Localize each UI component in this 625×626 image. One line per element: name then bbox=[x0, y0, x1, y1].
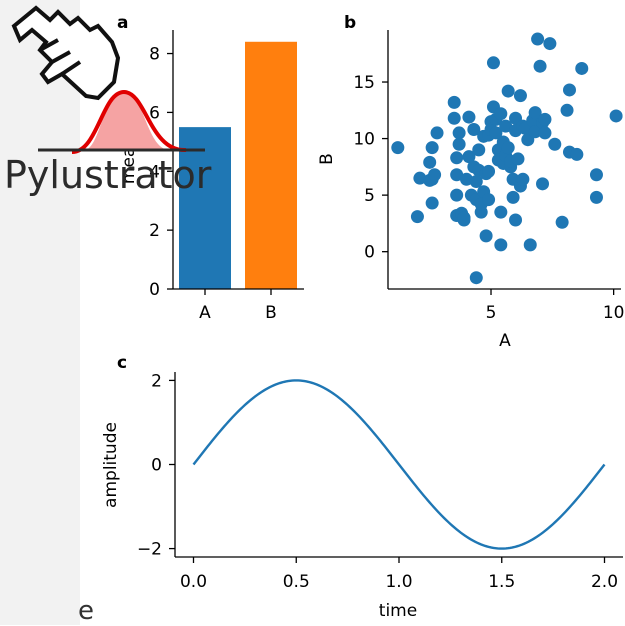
scatter-point[interactable] bbox=[469, 175, 483, 189]
logo-wordmark: Pylustrator bbox=[4, 153, 212, 197]
panel-c-letter: c bbox=[117, 353, 127, 373]
scatter-point[interactable] bbox=[430, 126, 444, 140]
panel-a-ytick-label: 4 bbox=[149, 162, 160, 182]
scatter-point[interactable] bbox=[523, 238, 537, 252]
panel-b-y-axis-label: B bbox=[317, 153, 337, 165]
logo-gaussian-curve bbox=[71, 89, 187, 154]
scatter-point[interactable] bbox=[450, 168, 464, 182]
scatter-point[interactable] bbox=[560, 103, 574, 117]
scatter-point[interactable] bbox=[410, 210, 424, 224]
scatter-point[interactable] bbox=[482, 164, 496, 178]
scatter-point[interactable] bbox=[528, 125, 542, 139]
bar-A[interactable] bbox=[179, 127, 231, 289]
scatter-point[interactable] bbox=[413, 171, 427, 185]
logo-gaussian-fill bbox=[84, 92, 170, 150]
scatter-point[interactable] bbox=[501, 141, 515, 155]
sidebar-panel bbox=[0, 0, 80, 625]
panel-b[interactable]: b 0 5 10 15 5 10 A B bbox=[317, 13, 624, 351]
panel-c-xtick-label: 1.0 bbox=[385, 572, 412, 592]
panel-b-ytick-label: 15 bbox=[353, 73, 375, 93]
panel-a-ytick-label: 0 bbox=[149, 280, 160, 300]
panel-c-ytick-label: 0 bbox=[151, 456, 162, 476]
scatter-point[interactable] bbox=[391, 141, 405, 155]
scatter-point[interactable] bbox=[562, 83, 576, 97]
scatter-point[interactable] bbox=[425, 196, 439, 210]
scatter-point[interactable] bbox=[533, 59, 547, 73]
scatter-point[interactable] bbox=[452, 126, 466, 140]
scatter-point[interactable] bbox=[536, 177, 550, 191]
scatter-point[interactable] bbox=[528, 106, 542, 120]
scatter-point[interactable] bbox=[489, 126, 503, 140]
panel-a-ytick-label: 8 bbox=[149, 45, 160, 65]
scatter-point[interactable] bbox=[450, 151, 464, 165]
scatter-point[interactable] bbox=[543, 37, 557, 51]
panel-b-ytick-label: 5 bbox=[364, 186, 375, 206]
scatter-point[interactable] bbox=[538, 112, 552, 126]
scatter-point[interactable] bbox=[538, 126, 552, 140]
panel-c-xtick-label: 1.5 bbox=[488, 572, 515, 592]
scatter-point[interactable] bbox=[479, 229, 493, 243]
scatter-point[interactable] bbox=[513, 89, 527, 103]
panel-a-xtick-label: A bbox=[199, 303, 211, 323]
scatter-point[interactable] bbox=[447, 111, 461, 125]
scatter-point[interactable] bbox=[494, 107, 508, 121]
scatter-point[interactable] bbox=[589, 190, 603, 204]
scatter-point[interactable] bbox=[469, 271, 483, 285]
panel-c-ytick-label: 2 bbox=[151, 371, 162, 391]
panel-c[interactable]: c −2 0 2 0.0 0.5 1.0 1.5 2.0 time amplitude bbox=[101, 353, 623, 621]
panel-c-xtick-label: 0.0 bbox=[180, 572, 207, 592]
panel-b-x-axis-label: A bbox=[499, 331, 511, 351]
scatter-point[interactable] bbox=[555, 215, 569, 229]
scatter-point[interactable] bbox=[462, 110, 476, 124]
scatter-point[interactable] bbox=[506, 190, 520, 204]
scatter-point[interactable] bbox=[494, 238, 508, 252]
scatter-point[interactable] bbox=[609, 109, 623, 123]
panel-c-xtick-label: 0.5 bbox=[283, 572, 310, 592]
hand-pointer-icon bbox=[11, 5, 121, 101]
scatter-point[interactable] bbox=[501, 84, 515, 98]
pylustrator-logo: Pylustrator bbox=[4, 5, 212, 197]
scatter-point[interactable] bbox=[482, 193, 496, 207]
scatter-point[interactable] bbox=[423, 155, 437, 169]
panel-b-letter: b bbox=[344, 13, 356, 33]
scatter-point[interactable] bbox=[570, 147, 584, 161]
scatter-point[interactable] bbox=[511, 152, 525, 166]
panel-b-ytick-label: 0 bbox=[364, 243, 375, 263]
scatter-point[interactable] bbox=[467, 123, 481, 137]
scatter-point[interactable] bbox=[499, 119, 513, 133]
scatter-point[interactable] bbox=[459, 172, 473, 186]
scatter-point[interactable] bbox=[494, 205, 508, 219]
scatter-point[interactable] bbox=[589, 168, 603, 182]
scatter-point[interactable] bbox=[452, 137, 466, 151]
panel-a-ytick-label: 6 bbox=[149, 103, 160, 123]
panel-a-xtick-label: B bbox=[265, 303, 277, 323]
scatter-point[interactable] bbox=[509, 213, 523, 227]
scatter-point[interactable] bbox=[548, 137, 562, 151]
bar-B[interactable] bbox=[245, 41, 297, 289]
panel-b-xtick-label: 5 bbox=[486, 303, 497, 323]
scatter-point[interactable] bbox=[447, 95, 461, 109]
scatter-point[interactable] bbox=[462, 150, 476, 164]
scatter-point[interactable] bbox=[472, 143, 486, 157]
scatter-point[interactable] bbox=[486, 56, 500, 70]
panel-b-xtick-label: 10 bbox=[603, 303, 625, 323]
scatter-point[interactable] bbox=[428, 168, 442, 182]
scatter-point[interactable] bbox=[457, 211, 471, 225]
panel-c-ytick-label: −2 bbox=[137, 540, 162, 560]
panel-c-y-axis-label: amplitude bbox=[101, 422, 121, 508]
panel-c-sine-line bbox=[192, 379, 606, 550]
scatter-point[interactable] bbox=[531, 32, 545, 46]
scatter-point[interactable] bbox=[450, 188, 464, 202]
panel-b-ytick-label: 10 bbox=[353, 130, 375, 150]
scatter-point[interactable] bbox=[575, 61, 589, 75]
panel-a-letter: a bbox=[117, 13, 128, 33]
scatter-point[interactable] bbox=[516, 172, 530, 186]
panel-c-xtick-label: 2.0 bbox=[591, 572, 618, 592]
panel-c-x-axis-label: time bbox=[379, 601, 417, 621]
panel-a-ytick-label: 2 bbox=[149, 221, 160, 241]
scatter-point[interactable] bbox=[425, 141, 439, 155]
sidebar-partial-text: e bbox=[78, 596, 94, 626]
